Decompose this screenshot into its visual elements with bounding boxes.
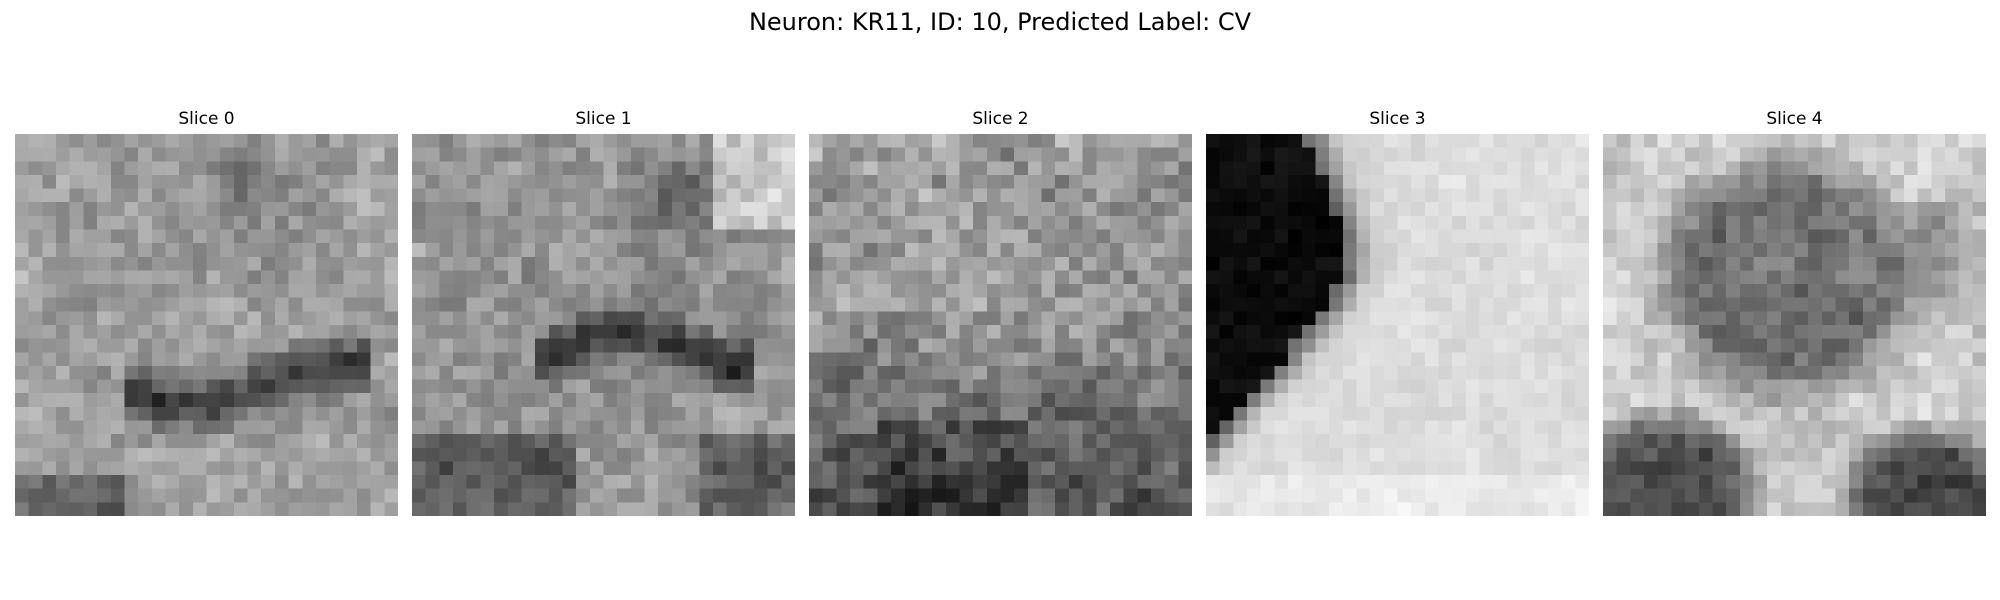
slice-panel-3: Slice 3 — [1206, 108, 1589, 518]
slice-image — [15, 134, 398, 516]
slice-title: Slice 3 — [1369, 109, 1426, 129]
slice-title: Slice 4 — [1766, 109, 1823, 129]
slice-panel-4: Slice 4 — [1603, 108, 1986, 518]
slice-panel-1: Slice 1 — [412, 108, 795, 518]
figure-title: Neuron: KR11, ID: 10, Predicted Label: C… — [748, 8, 1252, 36]
slice-panel-0: Slice 0 — [15, 108, 398, 518]
slice-image — [412, 134, 795, 516]
slice-image — [1206, 134, 1589, 516]
slice-title: Slice 0 — [178, 109, 235, 129]
slice-image — [809, 134, 1192, 516]
slice-title: Slice 1 — [575, 109, 632, 129]
slice-title: Slice 2 — [972, 109, 1029, 129]
slice-panel-2: Slice 2 — [809, 108, 1192, 518]
slice-image — [1603, 134, 1986, 516]
